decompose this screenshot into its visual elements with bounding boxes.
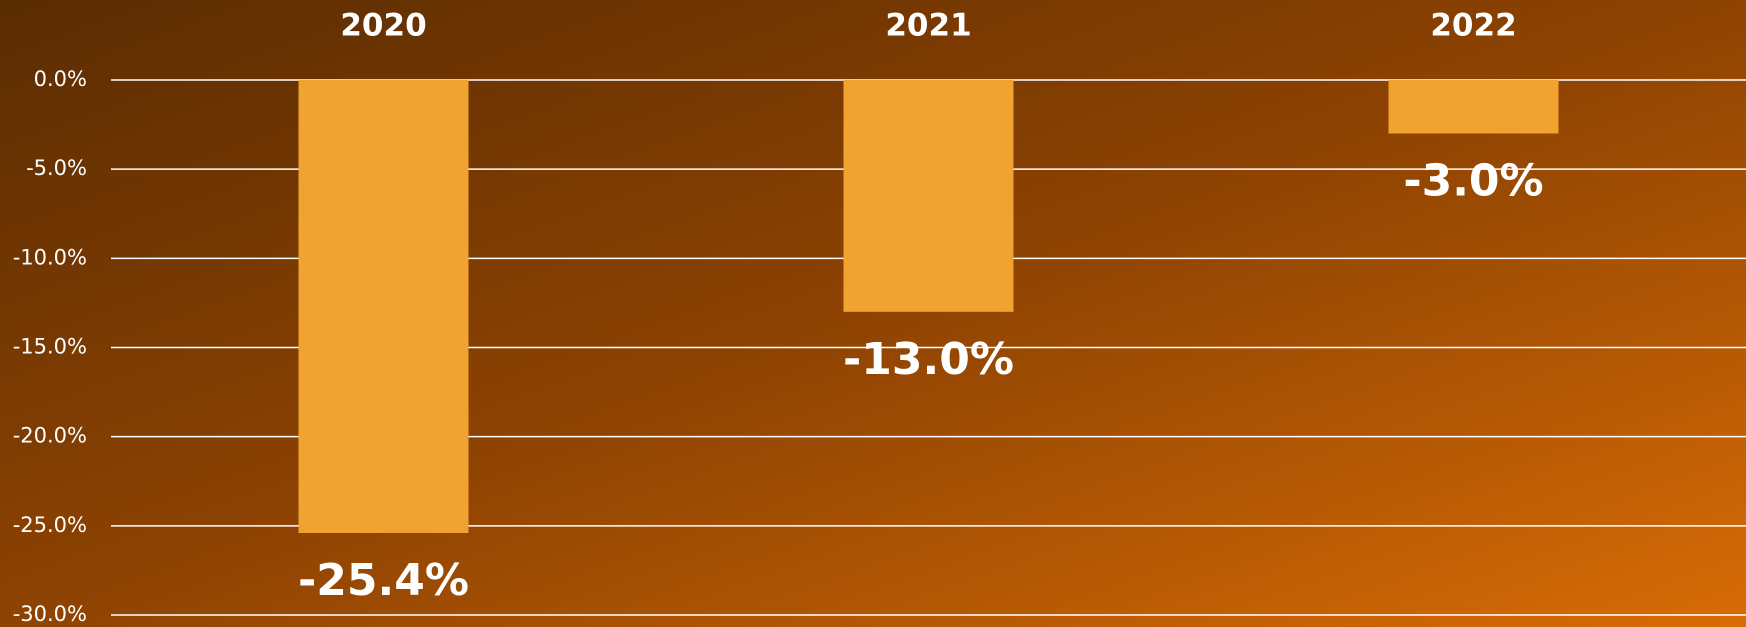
y-tick-label: -5.0% — [26, 156, 87, 180]
x-tick-label: 2021 — [885, 8, 971, 44]
y-tick-label: -30.0% — [13, 602, 87, 626]
bar — [1388, 80, 1559, 134]
data-label: -3.0% — [1403, 156, 1543, 207]
x-tick-label: 2022 — [1430, 8, 1516, 44]
y-tick-label: -10.0% — [13, 245, 87, 269]
y-tick-label: -15.0% — [13, 335, 87, 359]
data-label: -25.4% — [298, 555, 469, 606]
y-tick-label: -20.0% — [13, 424, 87, 448]
x-tick-label: 2020 — [340, 8, 426, 44]
data-label: -13.0% — [843, 334, 1014, 385]
bar — [843, 80, 1014, 312]
bar — [298, 80, 469, 533]
y-tick-label: -25.0% — [13, 513, 87, 537]
y-tick-label: 0.0% — [34, 67, 87, 91]
